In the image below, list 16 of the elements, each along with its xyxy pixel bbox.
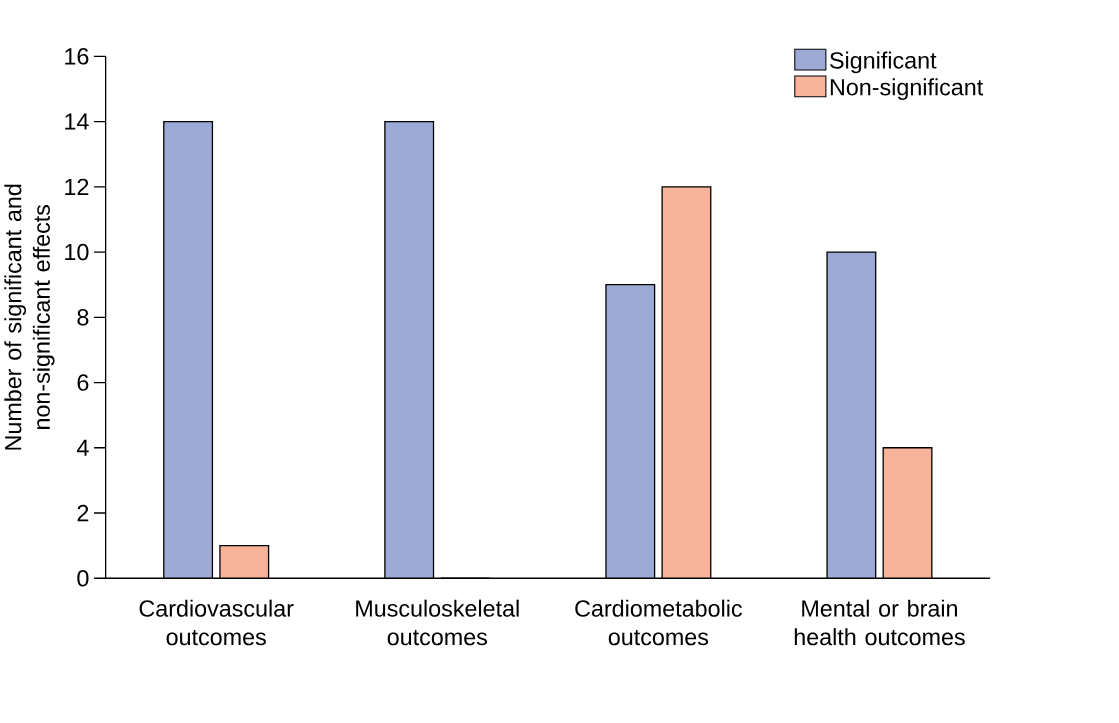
y-tick-label: 16 [65, 48, 89, 65]
x-tick-label: Cardiometabolic outcomes [575, 599, 742, 646]
x-tick-label: Musculoskeletal outcomes [356, 599, 519, 646]
x-tick-label: Mental or brain health outcomes [794, 599, 965, 646]
x-tick-label: Cardiovascular outcomes [139, 599, 294, 646]
legend-label: Non-significant [830, 78, 984, 101]
y-tick-label: 0 [77, 569, 89, 587]
y-tick-label: 2 [77, 504, 89, 522]
y-tick-label: 10 [65, 243, 89, 261]
y-tick-label: 8 [77, 309, 89, 326]
y-tick-label: 6 [77, 374, 89, 391]
y-tick-label: 4 [76, 439, 89, 456]
y-tick-label: 12 [65, 178, 89, 195]
y-tick-label: 14 [65, 113, 89, 130]
y-axis-title: Number of significant and non-significant effects [4, 184, 55, 450]
legend-label: Significant [830, 51, 937, 74]
